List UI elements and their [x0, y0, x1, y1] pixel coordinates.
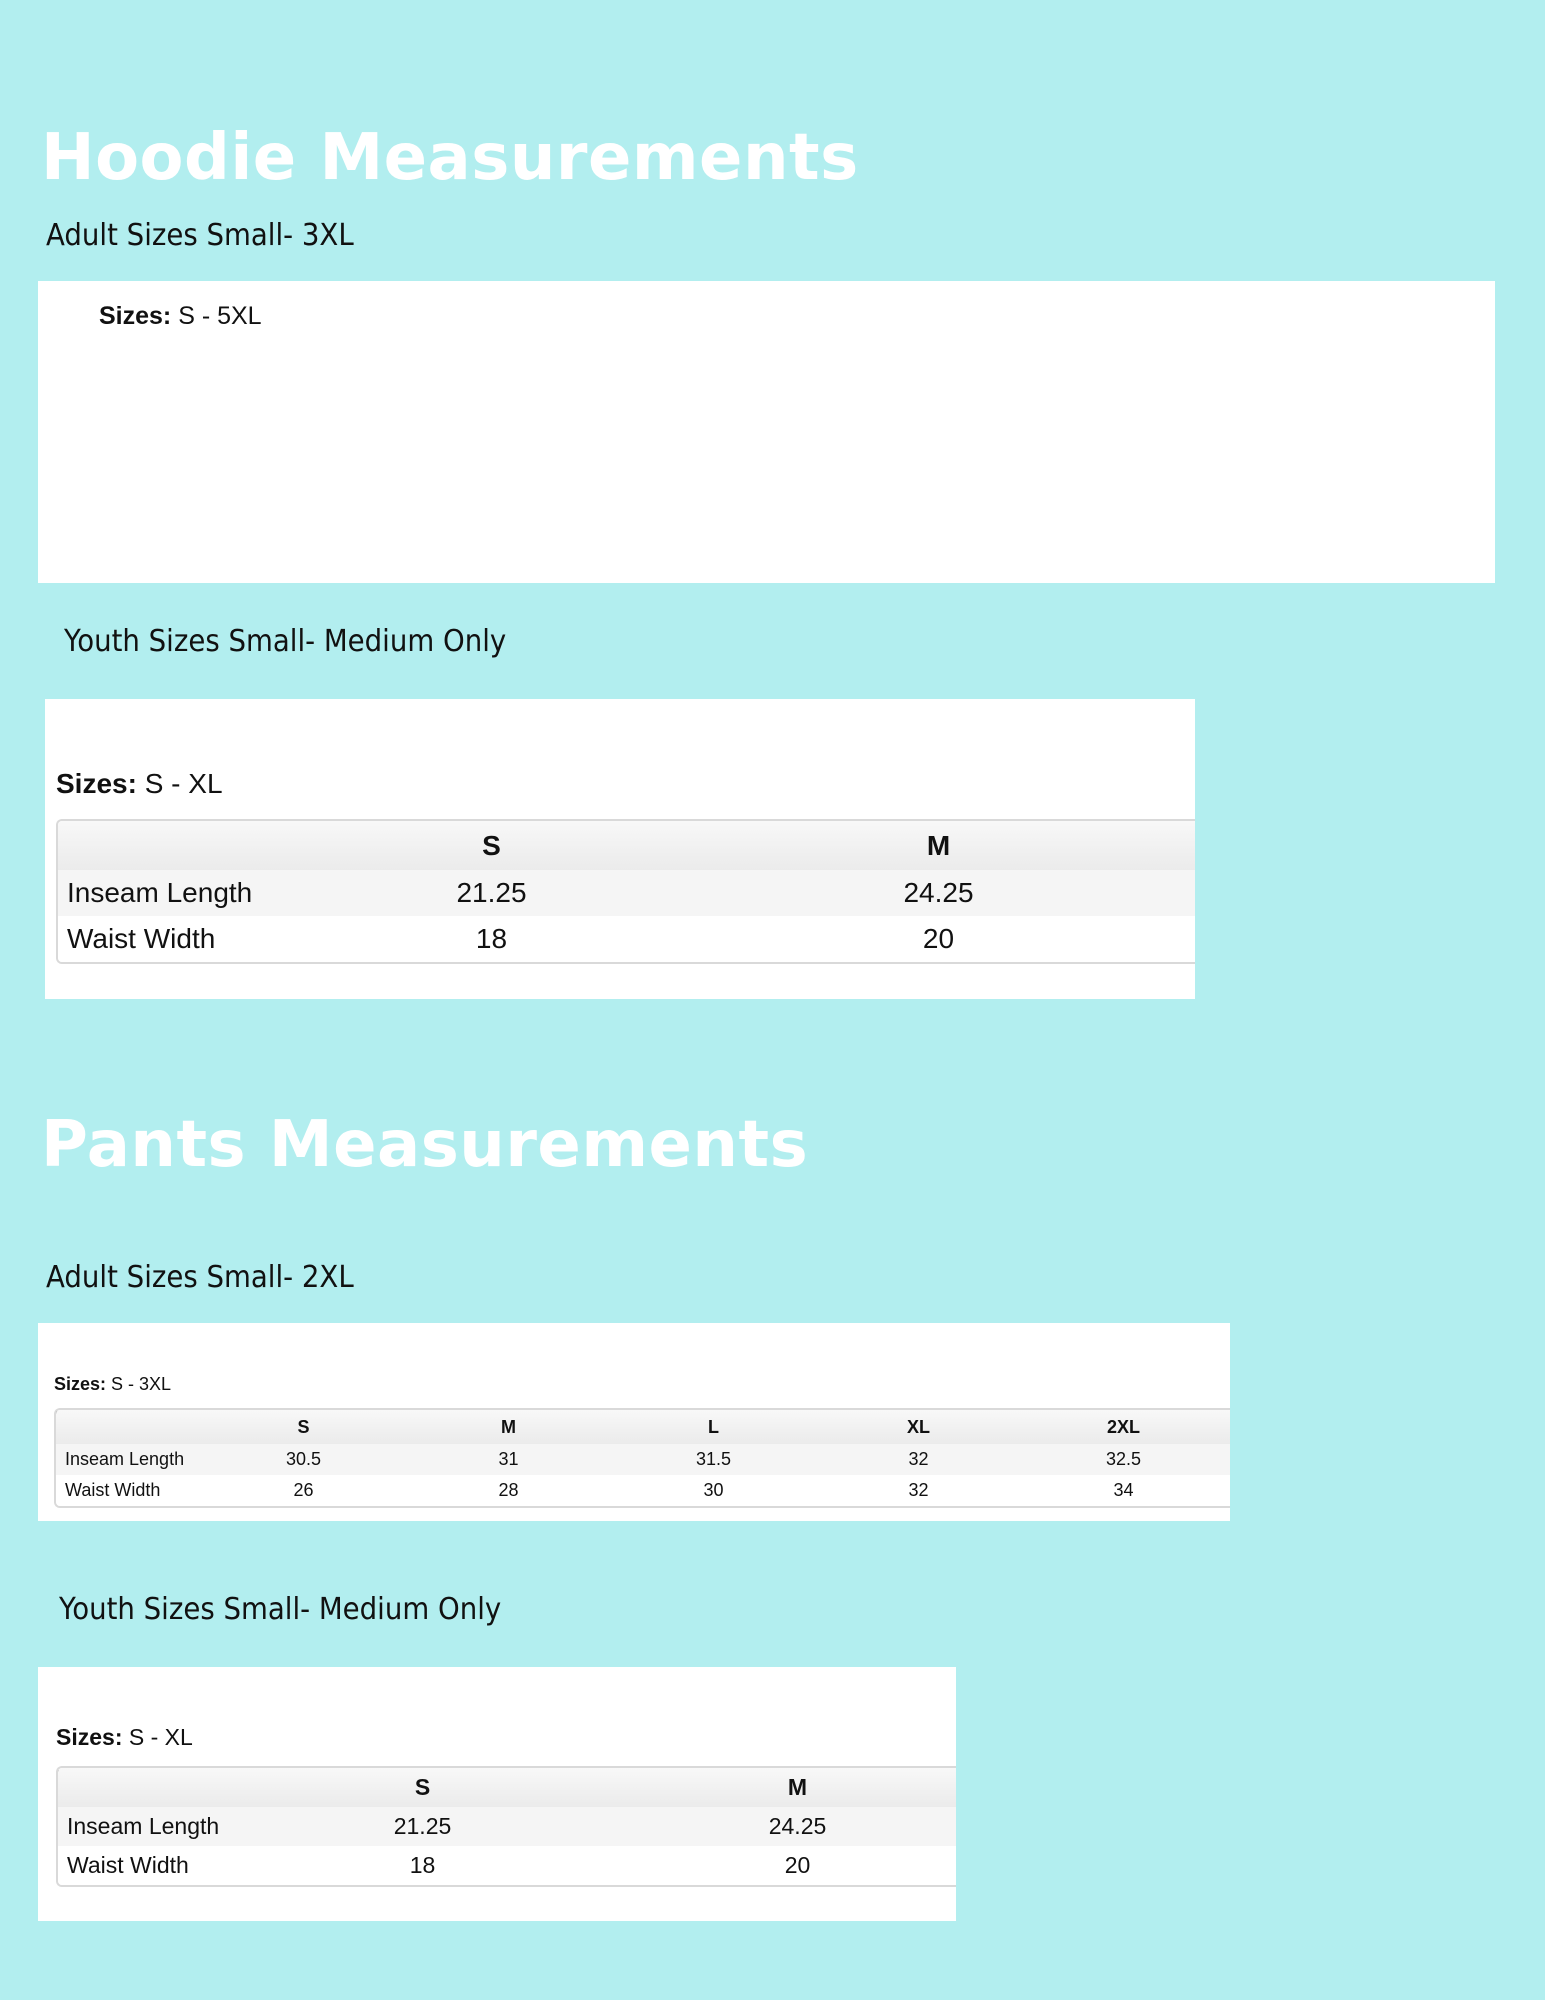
sizes-value: S - XL: [136, 768, 223, 800]
table-cell: 24.25: [903, 877, 974, 908]
table-cell: 31.5: [695, 1449, 732, 1469]
hoodie-adult-card: Sizes: S - 5XLProduct Specifications?SML…: [38, 281, 1495, 583]
column-header-m: M: [787, 1774, 808, 1800]
pants-adult-card: Sizes: S - 3XLProduct Specifications?SML…: [38, 1323, 1230, 1521]
row-label: Inseam Length: [67, 1813, 220, 1839]
column-header-l: L: [708, 1416, 719, 1437]
column-header-s: S: [297, 1416, 310, 1437]
table-row: Inseam Length 21.25 24.25: [58, 1807, 956, 1846]
column-header-s: S: [414, 1774, 431, 1800]
sizes-label: Sizes:: [56, 1723, 123, 1750]
size-table: S M Inseam Length 21.25 24.25 Waist Width 18 20: [56, 1766, 956, 1887]
sizes-value: S - 3XL: [106, 1374, 172, 1395]
pants-heading: Pants Measurements: [41, 1108, 809, 1182]
hoodie-adult-subtitle: Adult Sizes Small- 3XL: [46, 218, 354, 253]
table-cell: 18: [475, 923, 508, 954]
column-header-m: M: [501, 1416, 516, 1437]
table-cell: 21.25: [456, 877, 527, 908]
row-label: Inseam Length: [65, 1449, 185, 1469]
table-cell: 31: [498, 1449, 519, 1469]
sizes-label: Sizes:: [56, 768, 137, 800]
pants-adult-subtitle: Adult Sizes Small- 2XL: [46, 1260, 354, 1295]
table-row: Waist Width 18 20: [58, 1846, 956, 1885]
sizes-line: Sizes: S - 3XL: [54, 1375, 171, 1393]
column-header-2xl: 2XL: [1106, 1416, 1140, 1437]
table-row: Waist Width 18 20: [58, 916, 1195, 962]
hoodie-heading: Hoodie Measurements: [41, 121, 859, 195]
row-label: Waist Width: [67, 923, 216, 954]
column-header-s: S: [482, 829, 501, 861]
table-row: Inseam Length 21.25 24.25: [58, 870, 1195, 916]
row-label: Waist Width: [65, 1480, 161, 1500]
table-row: Waist Width 26 28 30 32 34: [56, 1475, 1230, 1506]
column-header-xl: XL: [906, 1416, 930, 1437]
sizes-line: Sizes: S - XL: [56, 770, 223, 798]
table-cell: 30: [703, 1480, 724, 1500]
table-header-row: S M L XL 2XL: [56, 1410, 1230, 1444]
table-cell: 21.25: [393, 1813, 452, 1839]
sizes-value: S - XL: [122, 1723, 193, 1750]
sizes-label: Sizes:: [54, 1374, 107, 1395]
table-cell: 32: [908, 1480, 929, 1500]
table-cell: 28: [498, 1480, 519, 1500]
table-cell: 32: [908, 1449, 929, 1469]
row-label: Waist Width: [67, 1852, 189, 1878]
sizes-line: Sizes: S - XL: [56, 1723, 193, 1750]
table-cell: 26: [293, 1480, 314, 1500]
size-table: S M Inseam Length 21.25 24.25 Waist Width 18 20: [56, 819, 1195, 964]
hoodie-youth-card: Sizes: S - XLProduct Specifications?SMIn…: [45, 699, 1195, 999]
column-header-m: M: [926, 829, 951, 861]
table-cell: 20: [784, 1852, 811, 1878]
size-table: S M L XL 2XL Inseam Length 30.5 31 31.5 32 32.5 Wai…: [54, 1408, 1230, 1508]
sizes-line: Sizes: S - 5XL: [99, 301, 262, 330]
table-cell: 24.25: [768, 1813, 827, 1839]
sizes-label: Sizes:: [99, 301, 172, 330]
sizes-value: S - 5XL: [171, 301, 262, 330]
hoodie-youth-subtitle: Youth Sizes Small- Medium Only: [64, 624, 507, 659]
table-cell: 34: [1113, 1480, 1134, 1500]
row-label: Inseam Length: [67, 877, 253, 908]
table-row: Inseam Length 30.5 31 31.5 32 32.5: [56, 1444, 1230, 1475]
table-cell: 20: [922, 923, 955, 954]
pants-youth-subtitle: Youth Sizes Small- Medium Only: [59, 1592, 502, 1627]
pants-youth-card: Sizes: S - XLProduct Specifications?SMIn…: [38, 1667, 956, 1921]
table-cell: 30.5: [285, 1449, 322, 1469]
table-cell: 32.5: [1105, 1449, 1142, 1469]
table-cell: 18: [409, 1852, 436, 1878]
